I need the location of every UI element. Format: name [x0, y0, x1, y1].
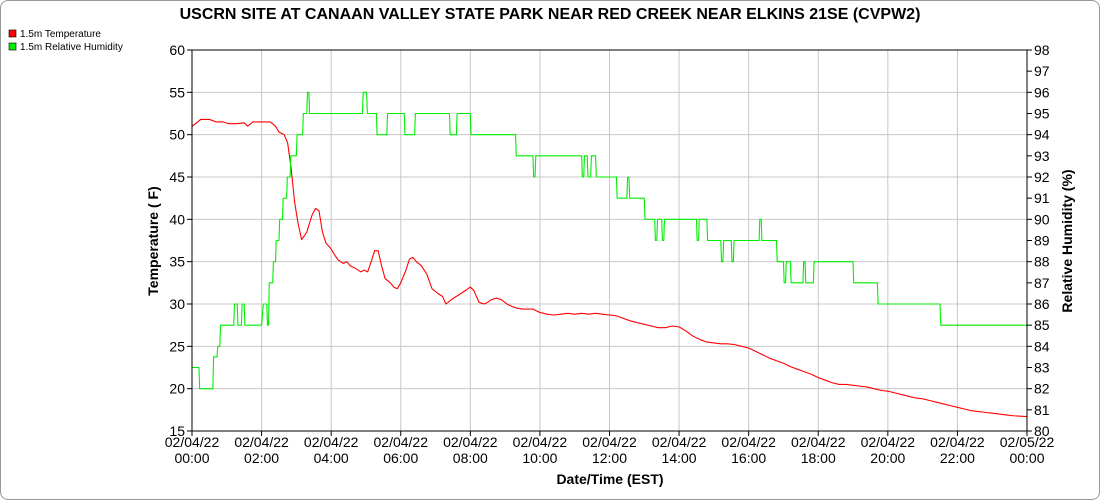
x-tick-time-label: 02:00: [244, 450, 279, 466]
y-tick-right-label: 82: [1034, 381, 1050, 397]
chart-title: USCRN SITE AT CANAAN VALLEY STATE PARK N…: [180, 6, 921, 23]
y-tick-left-label: 30: [169, 296, 185, 312]
x-tick-date-label: 02/04/22: [165, 434, 220, 450]
y-tick-left-label: 25: [169, 338, 185, 354]
x-tick-date-label: 02/05/22: [1000, 434, 1055, 450]
y-tick-right-label: 97: [1034, 63, 1050, 79]
y-tick-left-label: 15: [169, 423, 185, 439]
y-tick-left-label: 60: [169, 42, 185, 58]
x-tick-date-label: 02/04/22: [582, 434, 637, 450]
x-tick-date-label: 02/04/22: [443, 434, 498, 450]
y-ticks-left: 15 20 25 30 35 40 45 50 55 60: [169, 42, 192, 439]
x-tick-time-label: 00:00: [1009, 450, 1044, 466]
x-tick-time-label: 18:00: [801, 450, 836, 466]
x-tick-date-label: 02/04/22: [652, 434, 707, 450]
y-tick-right-label: 95: [1034, 106, 1050, 122]
y-tick-left-label: 40: [169, 211, 185, 227]
x-tick-date-label: 02/04/22: [930, 434, 985, 450]
series-layer: [191, 91, 1028, 418]
series-line-humidity: [192, 91, 1027, 390]
x-tick-time-label: 22:00: [940, 450, 975, 466]
x-tick-time-label: 00:00: [174, 450, 209, 466]
x-axis-label: Date/Time (EST): [556, 471, 663, 487]
x-tick-time-label: 04:00: [314, 450, 349, 466]
y-ticks-right: 80 81 82 83 84 85 86 87 88 89 90 91 92 93 94 95 96 97 98: [1027, 42, 1050, 439]
legend-label: 1.5m Temperature: [20, 29, 101, 40]
y-tick-left-label: 50: [169, 127, 185, 143]
x-tick-time-label: 20:00: [870, 450, 905, 466]
legend-swatch: [8, 42, 17, 51]
series-line-temperature: [191, 118, 1028, 418]
y-tick-right-label: 94: [1034, 127, 1050, 143]
y-axis-label-left: Temperature ( F): [145, 186, 161, 295]
y-tick-right-label: 88: [1034, 254, 1050, 270]
x-tick-date-label: 02/04/22: [374, 434, 429, 450]
y-tick-left-label: 45: [169, 169, 185, 185]
legend: 1.5m Temperature 1.5m Relative Humidity: [8, 29, 123, 53]
y-tick-right-label: 87: [1034, 275, 1050, 291]
y-tick-right-label: 81: [1034, 402, 1050, 418]
x-tick-date-label: 02/04/22: [234, 434, 289, 450]
legend-swatch: [8, 29, 17, 38]
y-tick-right-label: 83: [1034, 360, 1050, 376]
x-tick-date-label: 02/04/22: [791, 434, 846, 450]
y-tick-left-label: 35: [169, 254, 185, 270]
x-tick-time-label: 16:00: [731, 450, 766, 466]
x-tick-date-label: 02/04/22: [304, 434, 359, 450]
y-tick-left-label: 20: [169, 381, 185, 397]
x-tick-date-label: 02/04/22: [513, 434, 568, 450]
grid: [191, 49, 1028, 432]
y-tick-right-label: 84: [1034, 338, 1050, 354]
x-tick-time-label: 12:00: [592, 450, 627, 466]
y-tick-right-label: 85: [1034, 317, 1050, 333]
x-tick-time-label: 10:00: [522, 450, 557, 466]
x-tick-time-label: 14:00: [662, 450, 697, 466]
y-tick-left-label: 55: [169, 84, 185, 100]
y-tick-right-label: 93: [1034, 148, 1050, 164]
legend-label: 1.5m Relative Humidity: [20, 42, 123, 53]
y-tick-right-label: 91: [1034, 190, 1050, 206]
y-tick-right-label: 92: [1034, 169, 1050, 185]
y-tick-right-label: 80: [1034, 423, 1050, 439]
x-tick-date-label: 02/04/22: [861, 434, 916, 450]
y-tick-right-label: 89: [1034, 233, 1050, 249]
y-tick-right-label: 98: [1034, 42, 1050, 58]
y-tick-right-label: 96: [1034, 84, 1050, 100]
x-tick-time-label: 06:00: [383, 450, 418, 466]
x-tick-time-label: 08:00: [453, 450, 488, 466]
x-tick-date-label: 02/04/22: [721, 434, 776, 450]
y-axis-label-right: Relative Humidity (%): [1059, 169, 1075, 312]
y-tick-right-label: 90: [1034, 211, 1050, 227]
y-tick-right-label: 86: [1034, 296, 1050, 312]
x-ticks: 02/04/2200:0002/04/2202:0002/04/2204:000…: [165, 431, 1055, 466]
